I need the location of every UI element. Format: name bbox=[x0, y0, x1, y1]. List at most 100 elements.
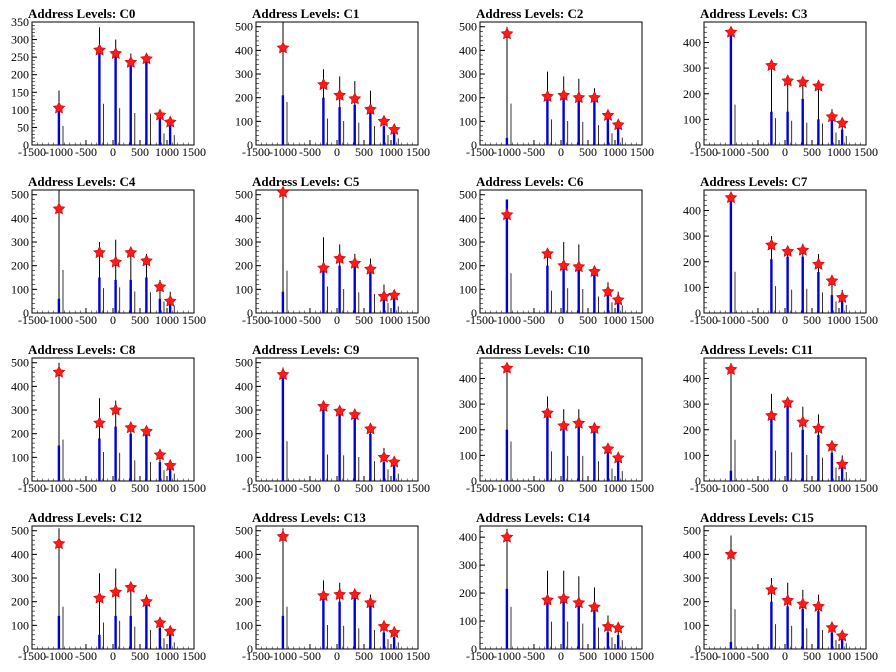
x-tick-label: 0 bbox=[558, 145, 564, 159]
y-tick-label: 250 bbox=[11, 50, 29, 64]
star-marker bbox=[765, 583, 778, 596]
y-tick-label: 200 bbox=[235, 91, 253, 105]
y-tick-label: 200 bbox=[11, 427, 29, 441]
fill-bar bbox=[369, 433, 372, 481]
x-tick-label: -1500 bbox=[242, 649, 270, 663]
star-marker bbox=[364, 262, 377, 275]
star-marker bbox=[796, 75, 810, 88]
y-tick-label: 200 bbox=[235, 259, 253, 273]
x-tick-label: 500 bbox=[131, 481, 149, 495]
x-tick-label: 0 bbox=[334, 649, 340, 663]
y-tick-label: 200 bbox=[235, 427, 253, 441]
fill-bar bbox=[114, 55, 117, 146]
x-tick-label: 1500 bbox=[182, 649, 206, 663]
x-tick-label: -500 bbox=[299, 145, 321, 159]
x-tick-label: 1500 bbox=[630, 313, 654, 327]
fill-bar bbox=[562, 265, 565, 313]
fill-bar bbox=[322, 410, 325, 481]
chart-1: Address Levels: C10100200300400500-1500-… bbox=[235, 6, 430, 159]
star-marker bbox=[387, 288, 401, 301]
fill-bar bbox=[369, 109, 372, 145]
star-marker bbox=[124, 55, 138, 68]
star-marker bbox=[163, 624, 177, 637]
x-tick-label: 1000 bbox=[603, 481, 627, 495]
y-tick-label: 0 bbox=[247, 138, 253, 152]
fill-bar bbox=[322, 265, 325, 313]
chart-10: Address Levels: C10 0 100 200 300 400 -1500 -10… bbox=[459, 342, 654, 495]
x-tick-label: 1500 bbox=[854, 145, 878, 159]
x-tick-label: 0 bbox=[110, 313, 116, 327]
star-marker bbox=[724, 362, 738, 375]
fill-bar bbox=[353, 104, 356, 145]
fill-bar bbox=[770, 111, 773, 145]
x-tick-label: -1500 bbox=[690, 313, 718, 327]
x-tick-label: 1000 bbox=[603, 313, 627, 327]
x-tick-label: 1000 bbox=[603, 145, 627, 159]
star-marker bbox=[153, 280, 167, 293]
x-tick-label: -500 bbox=[299, 649, 321, 663]
fill-bar bbox=[145, 431, 148, 481]
x-tick-label: 1000 bbox=[827, 145, 851, 159]
star-marker bbox=[541, 247, 554, 260]
y-tick-label: 400 bbox=[235, 379, 253, 393]
star-marker bbox=[93, 591, 106, 604]
star-marker bbox=[812, 421, 825, 434]
fill-bar bbox=[322, 596, 325, 649]
star-marker bbox=[317, 78, 330, 91]
fill-bar bbox=[353, 414, 356, 481]
fill-bar bbox=[817, 119, 820, 145]
y-tick-label: 100 bbox=[683, 448, 701, 462]
x-tick-label: -500 bbox=[299, 313, 321, 327]
y-tick-label: 300 bbox=[11, 33, 29, 47]
x-tick-label: -1500 bbox=[466, 481, 494, 495]
x-tick-label: -1500 bbox=[242, 313, 270, 327]
x-tick-label: 1500 bbox=[182, 313, 206, 327]
x-tick-label: 500 bbox=[803, 649, 821, 663]
star-marker bbox=[796, 243, 810, 256]
fill-bar bbox=[801, 429, 804, 481]
y-tick-label: 200 bbox=[235, 595, 253, 609]
x-tick-label: 500 bbox=[803, 145, 821, 159]
y-tick-label: 0 bbox=[695, 474, 701, 488]
y-tick-label: 100 bbox=[683, 618, 701, 632]
fill-bar bbox=[562, 598, 565, 649]
chart-13: Address Levels: C13 0 100 200 300 400 500 -1500… bbox=[235, 510, 430, 663]
y-tick-label: 0 bbox=[471, 138, 477, 152]
x-tick-label: 1500 bbox=[406, 313, 430, 327]
star-marker bbox=[93, 246, 106, 259]
x-tick-label: 500 bbox=[131, 649, 149, 663]
fill-bar bbox=[338, 265, 341, 313]
x-tick-label: -1000 bbox=[45, 145, 73, 159]
y-tick-label: 300 bbox=[459, 558, 477, 572]
x-tick-label: 1500 bbox=[630, 481, 654, 495]
x-tick-label: 500 bbox=[355, 313, 373, 327]
star-marker bbox=[140, 52, 153, 65]
y-tick-label: 0 bbox=[247, 474, 253, 488]
x-tick-label: 1500 bbox=[406, 649, 430, 663]
star-marker bbox=[317, 399, 330, 412]
fill-bar bbox=[98, 51, 101, 145]
x-tick-label: 500 bbox=[579, 481, 597, 495]
star-marker bbox=[124, 246, 138, 259]
x-tick-label: 1000 bbox=[379, 649, 403, 663]
y-tick-label: 500 bbox=[235, 20, 253, 34]
x-tick-label: 0 bbox=[782, 649, 788, 663]
x-tick-label: 0 bbox=[558, 481, 564, 495]
chart-15: Address Levels: C15 0 100 200 300 400 500 -1500… bbox=[683, 510, 878, 663]
star-marker bbox=[812, 79, 825, 92]
star-marker bbox=[109, 255, 123, 268]
x-tick-label: 1000 bbox=[155, 145, 179, 159]
star-marker bbox=[588, 264, 601, 278]
fill-bar bbox=[593, 272, 596, 313]
star-marker bbox=[611, 621, 625, 634]
x-tick-label: 1000 bbox=[603, 649, 627, 663]
fill-bar bbox=[606, 116, 610, 145]
fill-bar bbox=[817, 611, 820, 649]
star-marker bbox=[317, 589, 330, 602]
fill-bar bbox=[729, 197, 733, 313]
y-tick-label: 100 bbox=[459, 282, 477, 296]
star-marker bbox=[588, 600, 601, 613]
fill-bar bbox=[505, 137, 509, 145]
star-marker bbox=[601, 285, 615, 298]
fill-bar bbox=[729, 34, 733, 145]
